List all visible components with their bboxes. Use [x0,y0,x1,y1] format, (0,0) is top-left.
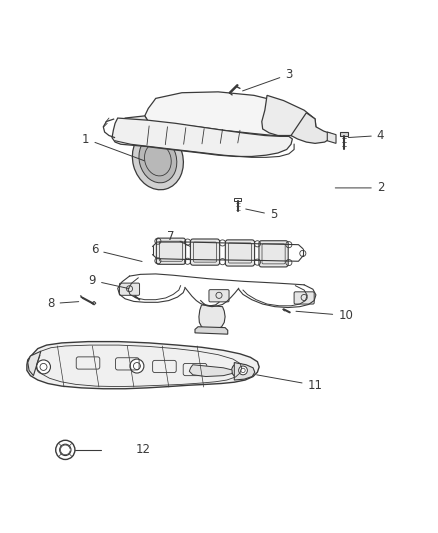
Text: 5: 5 [246,208,277,222]
Polygon shape [327,132,336,143]
Circle shape [232,364,246,377]
Circle shape [239,366,247,375]
Text: 9: 9 [88,274,129,288]
FancyBboxPatch shape [120,283,140,295]
Polygon shape [145,92,314,135]
Text: 3: 3 [243,68,293,91]
Text: 8: 8 [47,297,79,310]
Polygon shape [199,305,225,330]
Text: 2: 2 [336,181,384,195]
FancyBboxPatch shape [191,239,219,265]
Polygon shape [92,302,96,305]
Polygon shape [27,342,259,389]
FancyBboxPatch shape [209,289,229,302]
Text: 4: 4 [348,129,384,142]
Text: 7: 7 [167,230,191,246]
Text: 6: 6 [91,244,142,262]
Polygon shape [195,327,228,334]
Circle shape [130,359,144,373]
FancyBboxPatch shape [294,292,314,304]
Polygon shape [112,118,292,157]
Circle shape [36,360,50,374]
FancyBboxPatch shape [234,198,241,201]
Text: 10: 10 [296,309,353,322]
Polygon shape [234,362,255,380]
FancyBboxPatch shape [156,238,186,264]
Text: 1: 1 [82,133,145,161]
Polygon shape [262,95,316,135]
Polygon shape [291,113,332,143]
FancyBboxPatch shape [225,240,254,266]
Ellipse shape [132,130,184,190]
Ellipse shape [139,136,177,183]
FancyBboxPatch shape [259,241,288,267]
Polygon shape [189,365,232,376]
Polygon shape [117,116,148,140]
FancyBboxPatch shape [340,132,348,135]
Text: 11: 11 [257,375,322,392]
Polygon shape [28,351,41,376]
Text: 12: 12 [136,443,151,456]
